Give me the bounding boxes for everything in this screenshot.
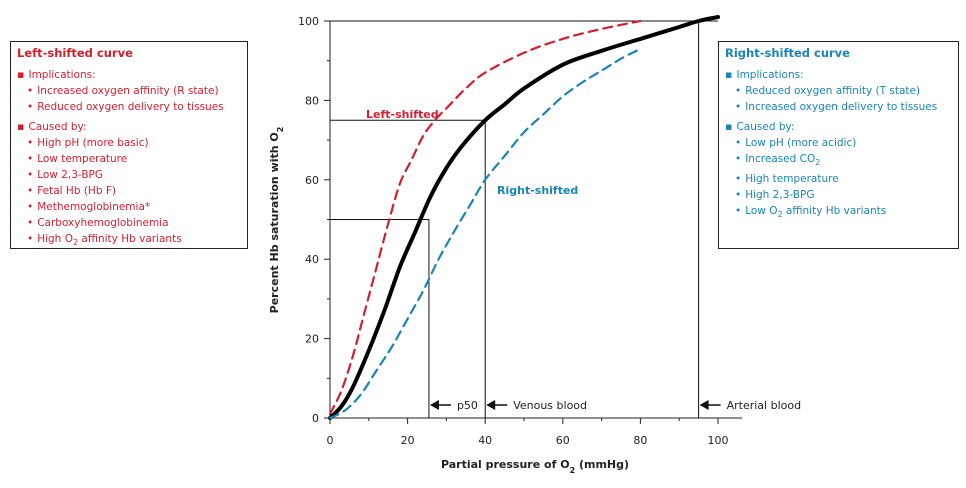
y-tick-label: 20	[305, 333, 319, 346]
right-shifted-curve	[328, 47, 642, 420]
right-cause-item: High temperature	[725, 171, 952, 187]
right-implications-heading: Implications:	[725, 67, 952, 83]
right-implications-section: Implications: Reduced oxygen affinity (T…	[725, 67, 952, 115]
left-cause-item: High O2 affinity Hb variants	[17, 231, 241, 251]
left-causes-heading: Caused by:	[17, 119, 241, 135]
right-cause-item: High 2,3-BPG	[725, 187, 952, 203]
x-tick-label: 20	[401, 434, 415, 447]
left-implication-item: Increased oxygen affinity (R state)	[17, 83, 241, 99]
right-causes-section: Caused by: Low pH (more acidic) Increase…	[725, 119, 952, 223]
y-axis-title: Percent Hb saturation with O2	[268, 127, 285, 314]
x-axis-title: Partial pressure of O2 (mmHg)	[441, 458, 629, 475]
right-box-title: Right-shifted curve	[725, 46, 850, 60]
y-tick-label: 40	[305, 253, 319, 266]
normal-curve	[328, 15, 720, 420]
right-causes-heading: Caused by:	[725, 119, 952, 135]
x-tick-label: 60	[556, 434, 570, 447]
annotation-arrow-head	[699, 400, 709, 410]
left-cause-item: Carboxyhemoglobinemia	[17, 215, 241, 231]
x-tick-label: 80	[633, 434, 647, 447]
x-tick-label: 40	[478, 434, 492, 447]
right-cause-item: Low pH (more acidic)	[725, 135, 952, 151]
y-tick-label: 80	[305, 94, 319, 107]
left-implications-heading: Implications:	[17, 67, 241, 83]
annotation-label: Arterial blood	[727, 399, 801, 412]
left-shifted-label: Left-shifted	[366, 108, 439, 121]
left-cause-item: Fetal Hb (Hb F)	[17, 183, 241, 199]
left-cause-item: Methemoglobinemia*	[17, 199, 241, 215]
left-causes-section: Caused by: High pH (more basic) Low temp…	[17, 119, 241, 251]
left-implication-item: Reduced oxygen delivery to tissues	[17, 99, 241, 115]
right-implication-item: Reduced oxygen affinity (T state)	[725, 83, 952, 99]
right-implication-item: Increased oxygen delivery to tissues	[725, 99, 952, 115]
y-tick-label: 60	[305, 174, 319, 187]
right-cause-item: Low O2 affinity Hb variants	[725, 203, 952, 223]
annotation-arrow-head	[429, 400, 439, 410]
left-cause-item: Low temperature	[17, 151, 241, 167]
x-tick-label: 100	[708, 434, 729, 447]
left-implications-section: Implications: Increased oxygen affinity …	[17, 67, 241, 115]
annotation-arrow-head	[486, 400, 496, 410]
annotation-label: p50	[457, 399, 478, 412]
y-tick-label: 100	[298, 15, 319, 28]
x-tick-label: 0	[327, 434, 334, 447]
annotation-label: Venous blood	[513, 399, 587, 412]
right-shifted-legend-box: Right-shifted curve Implications: Reduce…	[718, 41, 959, 249]
right-cause-item: Increased CO2	[725, 151, 952, 171]
left-shifted-curve	[328, 19, 642, 416]
right-shifted-label: Right-shifted	[497, 184, 578, 197]
left-cause-item: High pH (more basic)	[17, 135, 241, 151]
left-cause-item: Low 2,3-BPG	[17, 167, 241, 183]
left-box-title: Left-shifted curve	[17, 46, 133, 60]
left-shifted-legend-box: Left-shifted curve Implications: Increas…	[10, 41, 248, 249]
y-tick-label: 0	[312, 412, 319, 425]
